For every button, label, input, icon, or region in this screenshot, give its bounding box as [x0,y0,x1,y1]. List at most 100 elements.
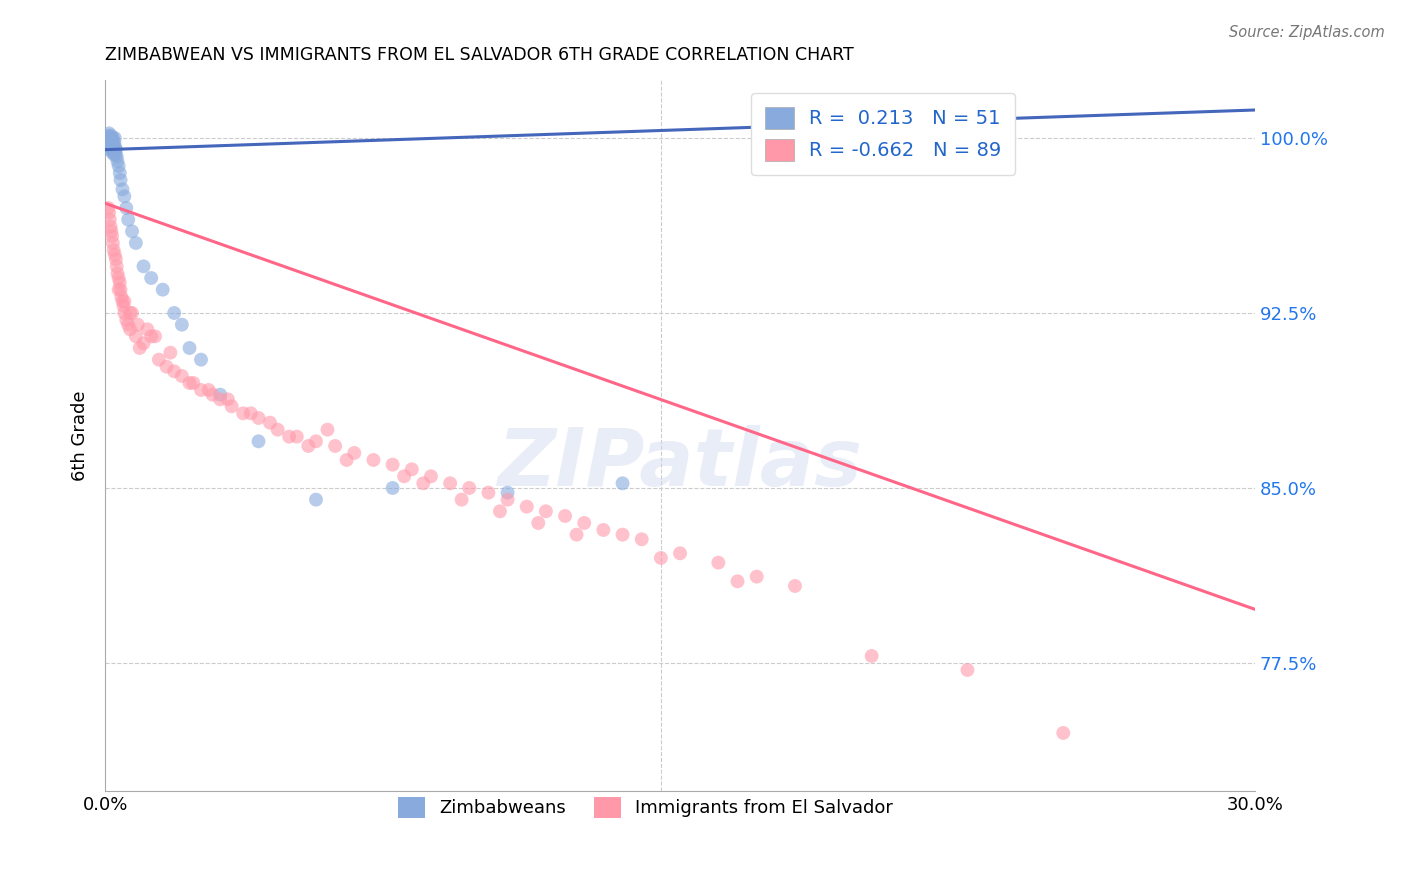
Point [323,439,346,453]
Point [259,416,281,430]
Point [98,126,121,140]
Point [100,128,122,143]
Point [97,201,120,215]
Point [121,306,143,320]
Point [516,500,538,514]
Point [125,235,148,250]
Point [108,276,131,290]
Point [107,271,129,285]
Point [103,136,125,150]
Point [152,283,174,297]
Point [120,306,142,320]
Point [107,266,129,280]
Point [98,212,121,227]
Point [612,527,634,541]
Point [103,143,125,157]
Point [96,136,118,150]
Point [527,516,550,530]
Point [100,133,122,147]
Point [247,434,270,449]
Point [100,140,122,154]
Point [103,147,125,161]
Point [201,387,224,401]
Point [420,469,443,483]
Point [565,527,588,541]
Point [107,283,129,297]
Point [163,306,186,320]
Point [117,318,139,332]
Point [101,138,124,153]
Point [100,131,122,145]
Point [159,345,181,359]
Point [100,219,122,234]
Point [101,136,124,150]
Point [127,318,149,332]
Point [190,352,212,367]
Point [489,504,512,518]
Point [104,140,127,154]
Text: ZIPatlas: ZIPatlas [498,425,862,503]
Point [392,469,415,483]
Point [112,299,135,313]
Point [783,579,806,593]
Point [112,306,135,320]
Point [612,476,634,491]
Point [101,131,124,145]
Point [209,387,232,401]
Point [363,453,385,467]
Point [104,252,127,267]
Point [458,481,481,495]
Point [112,294,135,309]
Point [574,516,596,530]
Point [103,143,125,157]
Point [120,322,142,336]
Point [305,492,328,507]
Point [105,150,128,164]
Point [132,260,155,274]
Point [297,439,319,453]
Point [179,376,201,390]
Point [534,504,557,518]
Point [197,383,219,397]
Point [105,260,128,274]
Point [412,476,434,491]
Point [100,136,122,150]
Point [170,318,193,332]
Point [183,376,205,390]
Y-axis label: 6th Grade: 6th Grade [72,390,89,481]
Point [316,423,339,437]
Point [630,533,652,547]
Point [860,648,883,663]
Point [217,392,239,407]
Point [104,247,127,261]
Point [247,411,270,425]
Point [381,481,404,495]
Point [98,143,121,157]
Point [336,453,359,467]
Point [97,128,120,143]
Point [669,546,692,560]
Point [141,271,163,285]
Point [98,205,121,219]
Point [727,574,749,589]
Point [121,224,143,238]
Point [278,430,301,444]
Point [107,159,129,173]
Point [107,154,129,169]
Point [108,166,131,180]
Point [650,551,672,566]
Point [103,243,125,257]
Point [110,290,132,304]
Point [163,364,186,378]
Point [209,392,232,407]
Point [104,143,127,157]
Point [98,131,121,145]
Point [115,201,138,215]
Point [285,430,308,444]
Point [179,341,201,355]
Point [111,182,134,196]
Point [100,224,122,238]
Point [115,313,138,327]
Point [554,508,576,523]
Point [170,369,193,384]
